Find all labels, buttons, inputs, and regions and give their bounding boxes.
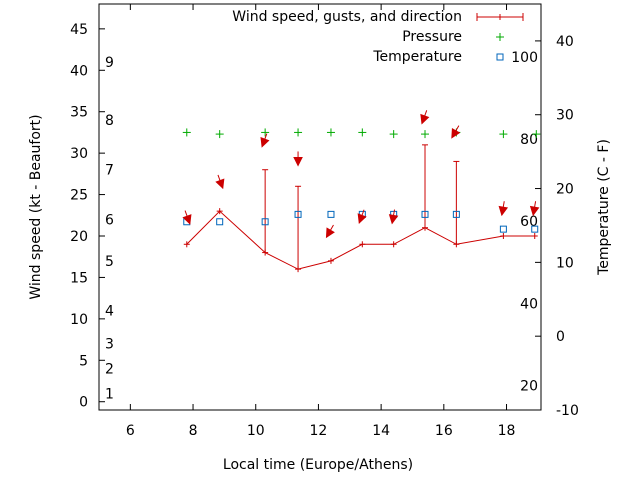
fahrenheit-label: 100 — [511, 50, 538, 66]
wind-direction-arrow — [451, 125, 461, 139]
wind-direction-arrow — [529, 201, 540, 217]
right-tick-label: 40 — [556, 34, 574, 50]
wind-direction-arrow — [388, 209, 399, 225]
wind-direction-arrow — [420, 110, 430, 125]
wind-arrow-head — [215, 178, 225, 190]
fahrenheit-label: 80 — [520, 132, 538, 148]
wind-arrow-head — [182, 214, 192, 225]
legend-label: Pressure — [402, 29, 462, 45]
temperature-series — [183, 210, 539, 233]
temperature-point — [294, 210, 302, 218]
wind-direction-arrow — [293, 151, 303, 167]
fahrenheit-label: 60 — [520, 214, 538, 230]
beaufort-label: 4 — [105, 304, 114, 320]
legend: Wind speed, gusts, and direction Pressure… — [232, 9, 524, 65]
left-axis-title: Wind speed (kt - Beaufort) — [28, 114, 44, 299]
temperature-point — [499, 225, 507, 233]
left-tick-label: 35 — [70, 105, 88, 121]
legend-label: Wind speed, gusts, and direction — [232, 9, 462, 25]
temperature-point — [452, 210, 460, 218]
wind-arrow-head — [498, 205, 509, 217]
temperature-point — [421, 210, 429, 218]
left-tick-label: 30 — [70, 146, 88, 162]
x-axis-tick-labels: 6 8 10 12 14 16 18 — [126, 423, 516, 439]
wind-arrow-head — [357, 213, 367, 224]
left-tick-label: 0 — [79, 395, 88, 411]
wind-arrow-head — [325, 227, 335, 239]
temperature-point — [216, 218, 224, 226]
x-tick-label: 6 — [126, 423, 135, 439]
temperature-point — [531, 225, 539, 233]
right-tick-label: -10 — [556, 403, 579, 419]
wind-series — [183, 144, 538, 273]
wind-arrow-head — [420, 113, 430, 125]
x-tick-label: 18 — [498, 423, 516, 439]
wind-direction-arrow — [325, 224, 335, 239]
legend-temperature-marker — [496, 53, 504, 61]
wind-direction-arrow — [182, 210, 192, 225]
fahrenheit-scale-labels: 20 40 60 80 100 — [511, 50, 538, 394]
wind-arrow-head — [451, 127, 461, 139]
wind-arrow-head — [529, 205, 540, 217]
wind-arrow-head — [293, 156, 303, 167]
left-tick-label: 45 — [70, 22, 88, 38]
left-tick-label: 40 — [70, 63, 88, 79]
right-tick-label: 20 — [556, 182, 574, 198]
x-axis-title: Local time (Europe/Athens) — [223, 457, 413, 473]
fahrenheit-label: 20 — [520, 379, 538, 395]
left-tick-label: 10 — [70, 312, 88, 328]
x-tick-label: 14 — [372, 423, 390, 439]
x-tick-label: 16 — [435, 423, 453, 439]
beaufort-label: 1 — [105, 386, 114, 402]
plot-frame — [98, 3, 542, 411]
x-tick-label: 8 — [189, 423, 198, 439]
x-tick-label: 10 — [247, 423, 265, 439]
beaufort-label: 5 — [105, 254, 114, 270]
right-axis-tick-labels: -10 0 10 20 30 40 — [556, 34, 579, 419]
fahrenheit-label: 40 — [520, 297, 538, 313]
beaufort-label: 9 — [105, 55, 114, 71]
wind-direction-arrow — [498, 201, 509, 217]
wind-direction-arrow — [357, 209, 367, 224]
legend-label: Temperature — [372, 49, 462, 65]
left-tick-label: 25 — [70, 188, 88, 204]
left-tick-label: 15 — [70, 270, 88, 286]
wind-direction-arrow — [260, 133, 270, 148]
beaufort-label: 7 — [105, 163, 114, 179]
wind-direction-arrow — [215, 174, 225, 190]
x-tick-label: 12 — [310, 423, 328, 439]
right-tick-label: 10 — [556, 255, 574, 271]
right-tick-label: 30 — [556, 108, 574, 124]
beaufort-label: 3 — [105, 337, 114, 353]
beaufort-label: 6 — [105, 212, 114, 228]
wind-direction-arrows — [182, 110, 540, 239]
wind-arrow-head — [388, 214, 399, 225]
axis-ticks — [99, 4, 541, 411]
right-tick-label: 0 — [556, 329, 565, 345]
left-tick-label: 20 — [70, 229, 88, 245]
temperature-point — [261, 218, 269, 226]
beaufort-scale-labels: 1 2 3 4 5 6 7 8 9 — [105, 55, 114, 402]
left-tick-label: 5 — [79, 353, 88, 369]
wind-arrow-head — [260, 137, 270, 148]
temperature-point — [327, 210, 335, 218]
beaufort-label: 2 — [105, 362, 114, 378]
left-axis-tick-labels: 0 5 10 15 20 25 30 35 40 45 — [70, 22, 88, 411]
pressure-series — [182, 128, 541, 139]
right-axis-title: Temperature (C - F) — [596, 139, 612, 276]
beaufort-label: 8 — [105, 113, 114, 129]
